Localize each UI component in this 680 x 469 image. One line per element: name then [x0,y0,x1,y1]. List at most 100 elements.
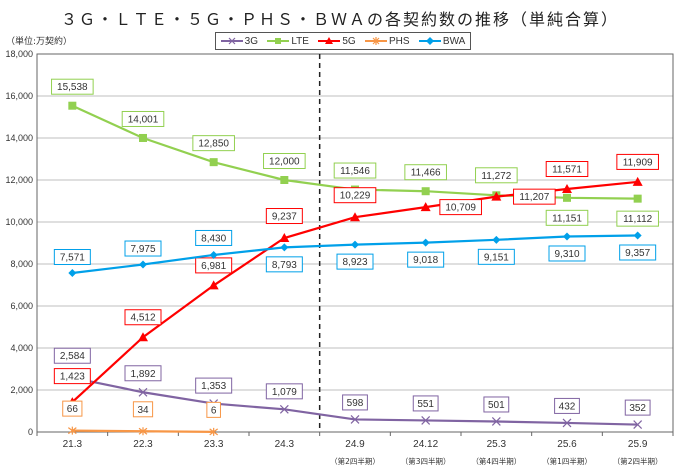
data-label-lte: 11,466 [411,168,441,179]
data-label-5g: 11,909 [623,157,653,168]
legend-label-phs: PHS [389,35,410,47]
legend-marker-lte-icon [267,38,290,44]
x-tick-label: 23.3 [204,439,224,450]
x-tick-sublabel: （第3四半期） [401,456,451,466]
data-label-lte: 14,001 [128,114,159,125]
data-label-3g: 352 [629,403,646,414]
marker-5g [491,191,502,201]
data-label-lte: 11,112 [623,214,653,225]
y-tick-label: 10,000 [5,217,33,227]
data-label-5g: 9,237 [272,212,297,223]
data-label-box-5g [616,153,659,170]
legend-marker-bwa-icon [418,37,441,45]
data-label-box-3g [342,394,368,411]
y-axis-unit-label: （単位:万契約） [6,37,73,47]
data-label-5g: 10,229 [340,191,371,202]
marker-bwa [563,232,571,241]
marker-5g [562,184,572,194]
x-tick-sublabel: （第2四半期） [330,456,380,466]
data-label-box-lte [616,210,659,227]
data-label-box-5g [124,309,162,326]
data-label-5g: 10,709 [445,203,476,214]
legend-item-bwa: BWA [418,35,466,47]
marker-lte [209,158,218,167]
x-tick-label: 25.9 [628,439,648,450]
data-label-box-5g [265,208,303,225]
marker-lte [139,133,147,142]
marker-bwa [351,240,359,249]
marker-3g [633,420,643,430]
legend-label-bwa: BWA [442,35,466,47]
marker-5g [279,233,290,243]
marker-phs [138,427,148,436]
data-label-box-lte [51,78,94,95]
x-tick-sublabel: （第1四半期） [542,456,592,466]
data-label-3g: 1,079 [272,387,297,398]
data-label-bwa: 9,151 [484,252,509,263]
marker-3g [138,387,148,397]
marker-5g [420,202,431,212]
data-label-box-bwa [619,244,657,261]
chart-title: ３Ｇ・ＬＴＥ・５Ｇ・ＰＨＳ・ＢＷＡの各契約数の推移（単純合算） [60,10,619,29]
data-label-box-5g [333,187,377,204]
marker-bwa [209,250,218,259]
data-label-bwa: 9,018 [413,255,438,266]
data-label-3g: 1,353 [201,381,226,392]
marker-3g [279,404,289,414]
marker-3g [350,415,360,424]
data-label-box-bwa [53,249,91,266]
marker-bwa [421,238,430,247]
data-label-box-phs [206,401,221,418]
data-label-phs: 34 [137,405,149,416]
marker-lte [68,101,77,110]
marker-5g [350,212,360,222]
marker-5g [632,176,643,186]
legend-label-5g: 5G [342,35,356,47]
marker-lte [421,187,430,196]
data-label-box-3g [124,365,162,382]
y-tick-label: 2,000 [10,385,33,395]
marker-5g [208,280,219,290]
data-label-box-3g [624,399,651,416]
x-tick-label: 22.3 [133,439,153,450]
data-label-bwa: 7,975 [130,244,155,255]
data-label-box-3g [412,395,439,412]
data-label-3g: 501 [488,400,505,411]
data-label-bwa: 7,571 [60,253,85,264]
data-label-5g: 6,981 [201,261,226,272]
legend-label-lte: LTE [291,35,309,47]
marker-bwa [139,260,147,269]
data-label-box-phs [132,401,154,418]
data-label-3g: 432 [559,401,576,412]
data-label-phs: 6 [211,405,217,416]
data-label-box-lte [404,164,447,181]
data-label-box-bwa [336,253,374,270]
data-label-3g: 598 [347,398,364,409]
plot-frame [36,53,674,433]
data-label-lte: 12,850 [198,139,229,150]
y-tick-label: 18,000 [5,49,33,59]
marker-bwa [68,269,77,278]
x-tick-label: 24.3 [275,439,295,450]
data-label-box-3g [483,396,510,413]
data-label-box-5g [439,199,482,216]
data-label-box-lte [121,110,165,127]
data-label-box-lte [192,135,235,152]
marker-lte [563,193,571,202]
data-label-box-lte [545,209,589,226]
x-tick-label: 21.3 [63,439,83,450]
marker-bwa [633,231,642,240]
x-tick-sublabel: （第2四半期） [613,456,663,466]
data-label-phs: 66 [67,404,79,415]
data-label-bwa: 9,357 [625,248,650,259]
data-label-box-3g [265,383,303,400]
marker-5g [138,332,148,342]
marker-bwa [280,243,289,252]
x-tick-label: 24.9 [345,439,365,450]
x-tick-sublabel: （第4四半期） [471,456,521,466]
data-label-box-bwa [124,240,162,257]
data-label-box-bwa [548,245,586,262]
data-label-5g: 4,512 [130,313,155,324]
data-label-box-bwa [195,229,233,246]
